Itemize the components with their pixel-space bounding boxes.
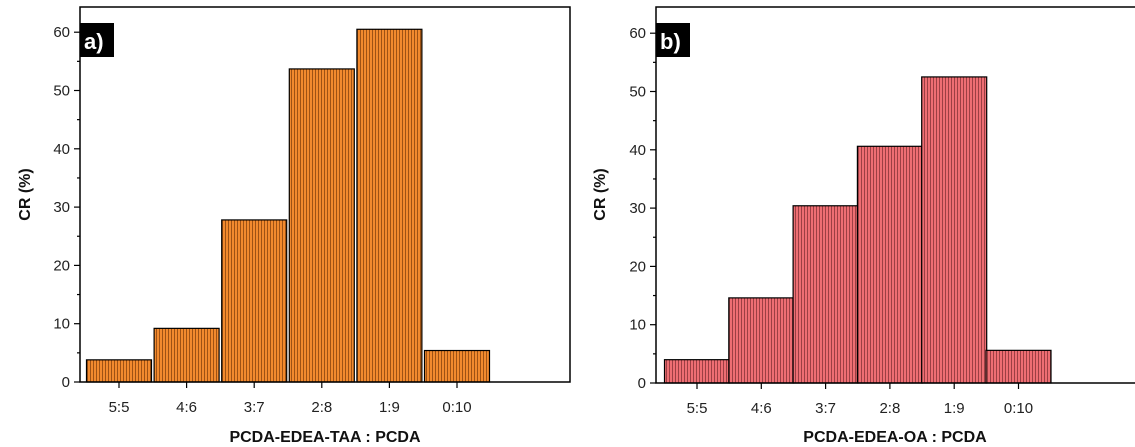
panel-b-bar-3 (792, 205, 859, 384)
panel-b-bar-4 (856, 145, 924, 384)
panel-b-xtick-label: 5:5 (687, 400, 708, 417)
panel-b-bars (663, 76, 1052, 384)
panel-a-yaxis: 0 10 20 30 40 50 60 (53, 24, 80, 391)
panel-a-ytick-label: 40 (53, 141, 70, 158)
panel-b-ytick-label: 30 (629, 200, 646, 217)
panel-b-xtick-label: 2:8 (879, 400, 900, 417)
panel-b: 0 10 20 30 40 50 60 5:5 4:6 3:7 2:8 1:9 0:10 b) CR … (592, 6, 1135, 446)
panel-a-xtick-label: 5:5 (109, 399, 130, 416)
panel-b-ytick-label: 60 (629, 25, 646, 42)
panel-b-xtick-label: 4:6 (751, 400, 772, 417)
panel-b-ytick-label: 0 (638, 375, 646, 392)
panel-b-bar-5 (921, 76, 988, 384)
panel-b-bar-1 (663, 359, 731, 384)
panel-a-xtick-label: 1:9 (379, 399, 400, 416)
panel-a-xtick-label: 2:8 (311, 399, 332, 416)
panel-a-ytick-label: 0 (62, 374, 70, 391)
panel-b-yaxis: 0 10 20 30 40 50 60 (629, 25, 656, 392)
panel-b-bar-2 (728, 297, 795, 384)
panel-b-ytick-label: 40 (629, 142, 646, 159)
panel-a-bar-6 (423, 349, 491, 383)
panel-b-tag-bg (656, 23, 690, 57)
panel-b-ylabel: CR (%) (592, 168, 609, 220)
panel-a-xaxis: 5:5 4:6 3:7 2:8 1:9 0:10 (109, 382, 472, 416)
panel-a-tag: a) (84, 29, 104, 54)
panel-b-ytick-label: 50 (629, 84, 646, 101)
panel-a-ytick-label: 20 (53, 257, 70, 274)
panel-a: 0 10 20 30 40 50 60 5:5 4:6 3:7 2:8 1:9 0:10 a) CR … (17, 6, 571, 446)
panel-b-frame (655, 6, 1135, 384)
panel-a-xtick-label: 4:6 (176, 399, 197, 416)
panel-b-tag: b) (660, 29, 681, 54)
panel-b-xlabel: PCDA-EDEA-OA : PCDA (803, 429, 987, 446)
panel-a-xtick-label: 0:10 (442, 399, 471, 416)
panel-a-frame (79, 6, 571, 383)
panel-a-ytick-label: 10 (53, 316, 70, 333)
panel-a-tag-bg (80, 23, 114, 57)
panel-b-xtick-label: 1:9 (944, 400, 965, 417)
panel-a-bar-1 (85, 359, 153, 383)
panel-a-ytick-label: 50 (53, 83, 70, 100)
panel-a-bar-5 (356, 28, 423, 383)
panel-b-xtick-label: 0:10 (1004, 400, 1033, 417)
panel-b-xaxis: 5:5 4:6 3:7 2:8 1:9 0:10 (687, 383, 1033, 417)
panel-a-xtick-label: 3:7 (244, 399, 265, 416)
panel-a-ytick-label: 30 (53, 199, 70, 216)
panel-b-bar-6 (985, 349, 1052, 384)
panel-b-ytick-label: 10 (629, 317, 646, 334)
panel-b-ytick-label: 20 (629, 258, 646, 275)
panel-a-xlabel: PCDA-EDEA-TAA : PCDA (229, 429, 421, 446)
panel-a-ylabel: CR (%) (17, 168, 34, 220)
panel-a-bars (85, 28, 491, 383)
panel-a-ytick-label: 60 (53, 24, 70, 41)
panel-a-bar-2 (153, 327, 220, 383)
panel-a-bar-3 (221, 219, 288, 383)
panel-b-xtick-label: 3:7 (815, 400, 836, 417)
panel-a-bar-4 (288, 68, 355, 383)
